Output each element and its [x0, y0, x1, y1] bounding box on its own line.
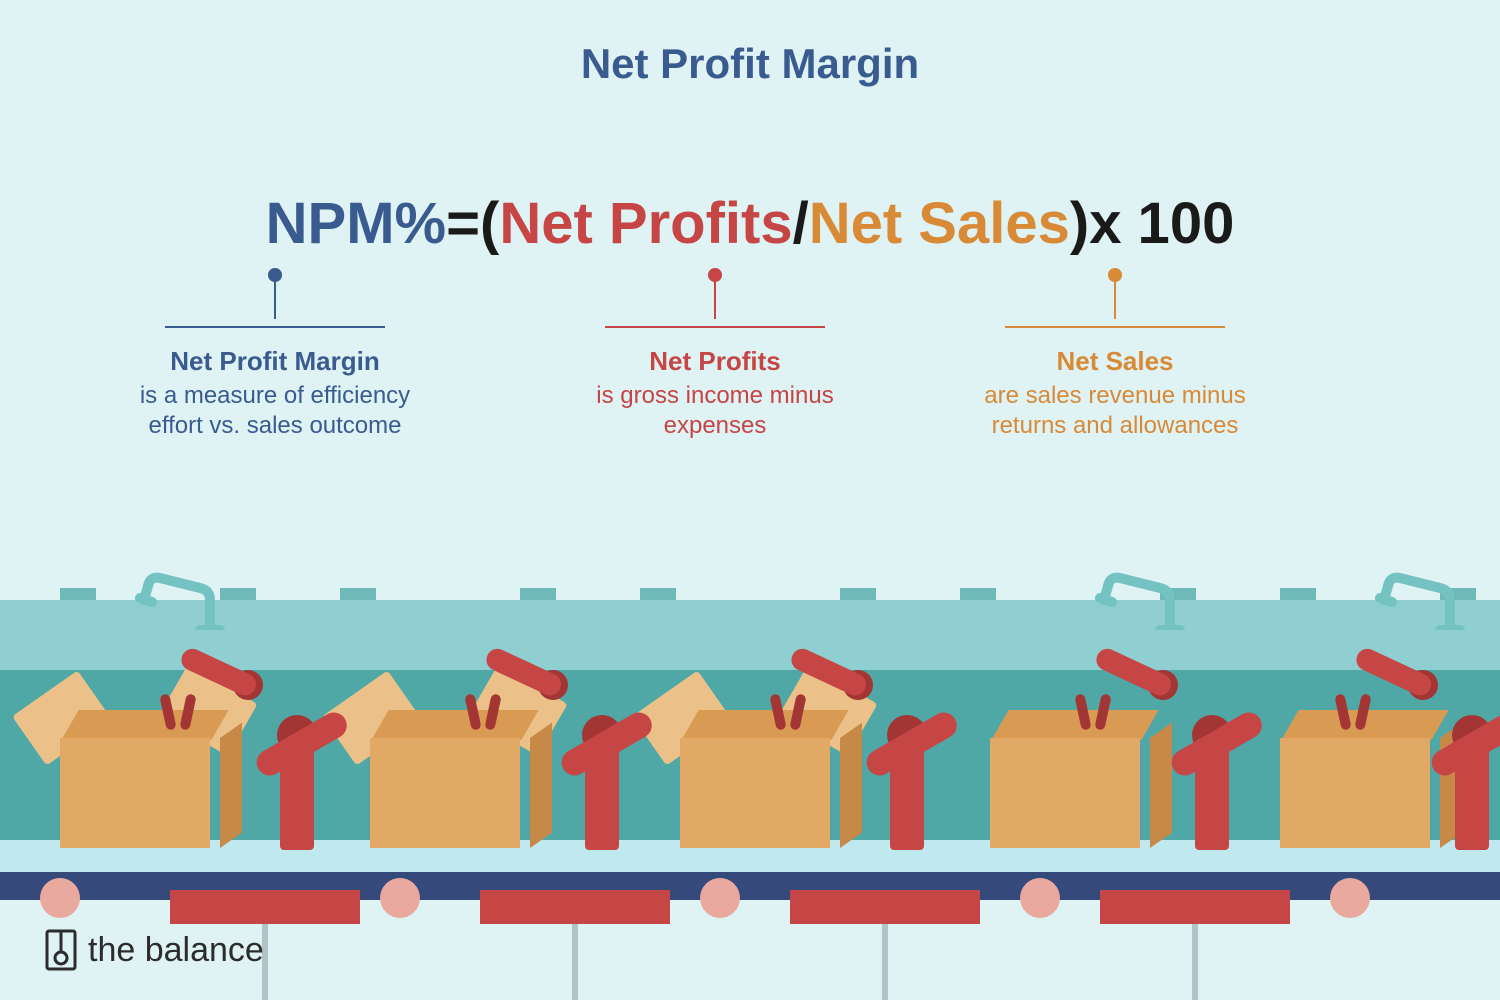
formula-net-sales: Net Sales [809, 190, 1070, 257]
callout-rule [605, 326, 825, 328]
callout-stem [274, 275, 276, 319]
callout-sales: Net Sales are sales revenue minus returns… [955, 268, 1275, 441]
formula-lparen: ( [480, 190, 499, 257]
robot-arm-icon [1400, 650, 1500, 850]
roller-icon [40, 878, 80, 918]
robot-arm-icon [225, 650, 365, 850]
roller-icon [1330, 878, 1370, 918]
robot-arm-icon [1140, 650, 1280, 850]
callout-stem [714, 275, 716, 319]
callout-desc: are sales revenue minus returns and allo… [955, 381, 1275, 441]
robot-arm-icon [835, 650, 975, 850]
machine-base [790, 890, 980, 924]
silhouette-arm-icon [130, 560, 230, 630]
open-box-icon [370, 718, 540, 848]
callout-desc: is a measure of efficiency effort vs. sa… [115, 381, 435, 441]
brand-logo: the balance [44, 928, 264, 972]
machine-base [480, 890, 670, 924]
bg-notch [340, 588, 376, 600]
bg-notch [1280, 588, 1316, 600]
callout-pin [555, 268, 875, 326]
formula-npm: NPM% [266, 190, 446, 257]
callout-term: Net Profits [555, 346, 875, 377]
callout-term: Net Profit Margin [115, 346, 435, 377]
callout-rule [1005, 326, 1225, 328]
brand-name: the balance [88, 931, 264, 970]
callout-desc: is gross income minus expenses [555, 381, 875, 441]
silhouette-arm-icon [1370, 560, 1470, 630]
formula-div: / [793, 190, 809, 257]
bg-notch [60, 588, 96, 600]
callout-term: Net Sales [955, 346, 1275, 377]
callout-profits: Net Profits is gross income minus expense… [555, 268, 875, 441]
callout-stem [1114, 275, 1116, 319]
open-box-icon [60, 718, 230, 848]
open-box-icon [680, 718, 850, 848]
formula-rparen: ) [1070, 190, 1089, 257]
formula-net-profits: Net Profits [499, 190, 792, 257]
bg-notch [960, 588, 996, 600]
roller-icon [1020, 878, 1060, 918]
formula: NPM% = (Net Profits / Net Sales) x 100 [0, 190, 1500, 257]
robot-arm-icon [530, 650, 670, 850]
brand-logo-icon [44, 928, 78, 972]
silhouette-arm-icon [1090, 560, 1190, 630]
callout-npm: Net Profit Margin is a measure of efficie… [115, 268, 435, 441]
callouts: Net Profit Margin is a measure of efficie… [0, 268, 1500, 488]
formula-times: x 100 [1089, 190, 1234, 257]
roller-icon [700, 878, 740, 918]
page-title: Net Profit Margin [0, 40, 1500, 88]
roller-icon [380, 878, 420, 918]
formula-eq: = [446, 190, 480, 257]
machine-base [170, 890, 360, 924]
infographic-canvas: Net Profit Margin NPM% = (Net Profits / … [0, 0, 1500, 1000]
bg-notch [840, 588, 876, 600]
callout-pin [955, 268, 1275, 326]
bg-notch [640, 588, 676, 600]
callout-rule [165, 326, 385, 328]
closed-box-icon [990, 718, 1160, 848]
machine-base [1100, 890, 1290, 924]
bg-notch [520, 588, 556, 600]
callout-pin [115, 268, 435, 326]
